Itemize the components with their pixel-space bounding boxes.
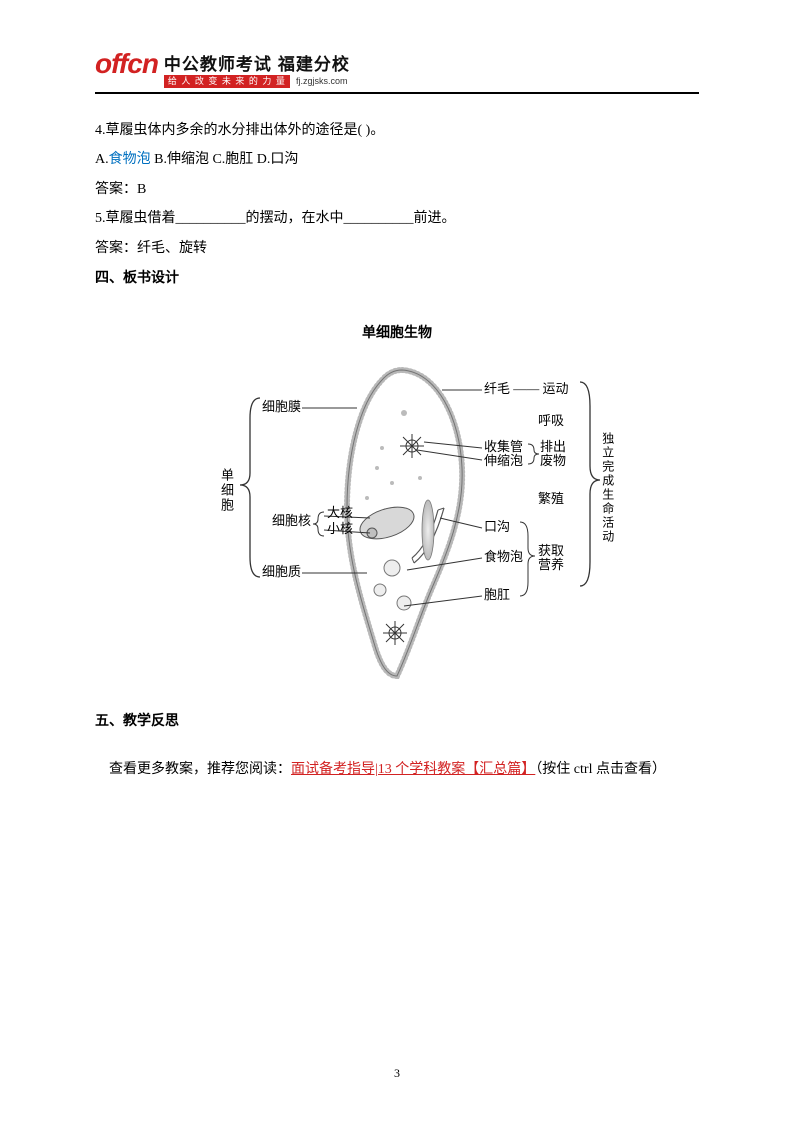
header-divider [95, 92, 699, 94]
question-5: 5.草履虫借着__________的摆动，在水中__________前进。 [95, 204, 699, 233]
footer-post: （按住 ctrl 点击查看） [535, 762, 666, 777]
footer-link[interactable]: 面试备考指导|13 个学科教案【汇总篇】 [291, 762, 535, 777]
opt-a-prefix: A. [95, 152, 109, 167]
label-oral: 口沟 [484, 520, 510, 535]
answer-5: 答案：纤毛、旋转 [95, 234, 699, 263]
label-independent: 独立完成生命活动 [600, 432, 614, 544]
diagram-title: 单细胞生物 [95, 318, 699, 347]
label-nutrition: 获取营养 [538, 544, 564, 573]
label-food-vac: 食物泡 [484, 550, 523, 565]
question-4: 4.草履虫体内多余的水分排出体外的途径是( )。 [95, 116, 699, 145]
answer-4: 答案：B [95, 175, 699, 204]
label-macronucleus: 大核 [327, 506, 353, 521]
footer-line: 查看更多教案，推荐您阅读：面试备考指导|13 个学科教案【汇总篇】（按住 ctr… [95, 755, 699, 784]
label-nucleus-prefix: 细胞核 [272, 514, 311, 529]
label-membrane: 细胞膜 [262, 400, 301, 415]
label-left-group: 单细胞 [218, 468, 233, 513]
logo-text: offcn [95, 48, 158, 80]
brand-tagline: 给 人 改 变 未 来 的 力 量 [164, 75, 290, 88]
label-cilia: 纤毛 —— 运动 [484, 382, 569, 397]
brand-title-row: 中公教师考试 福建分校 [164, 50, 350, 75]
document-body: 4.草履虫体内多余的水分排出体外的途径是( )。 A.食物泡 B.伸缩泡 C.胞… [95, 104, 699, 785]
brand-url: fj.zgjsks.com [296, 76, 348, 88]
label-breathe: 呼吸 [538, 414, 564, 429]
opt-a-link[interactable]: 食物泡 [109, 152, 151, 167]
label-cytoplasm: 细胞质 [262, 565, 301, 580]
label-micronucleus: 小核 [327, 522, 353, 537]
page-number: 3 [0, 1066, 794, 1081]
label-anus: 胞肛 [484, 588, 510, 603]
brand-sub: 福建分校 [278, 50, 350, 75]
cell-diagram: 单细胞 细胞膜 细胞核 大核 小核 细胞质 纤毛 —— 运动 呼吸 收集管 伸缩… [182, 358, 612, 688]
cell-svg [182, 358, 612, 688]
section-5-heading: 五、教学反思 [95, 706, 699, 735]
label-reproduce: 繁殖 [538, 492, 564, 507]
label-contractile: 伸缩泡 [484, 454, 523, 469]
section-4-heading: 四、板书设计 [95, 263, 699, 292]
brand-logo: offcn 中公教师考试 福建分校 给 人 改 变 未 来 的 力 量 fj.z… [95, 50, 699, 88]
label-waste: 排出废物 [540, 440, 566, 469]
question-4-options: A.食物泡 B.伸缩泡 C.胞肛 D.口沟 [95, 145, 699, 174]
footer-pre: 查看更多教案，推荐您阅读： [109, 762, 291, 777]
opts-rest: B.伸缩泡 C.胞肛 D.口沟 [151, 152, 299, 167]
page-header: offcn 中公教师考试 福建分校 给 人 改 变 未 来 的 力 量 fj.z… [95, 50, 699, 96]
brand-main: 中公教师考试 [164, 50, 272, 75]
brand-chinese: 中公教师考试 福建分校 给 人 改 变 未 来 的 力 量 fj.zgjsks.… [164, 50, 350, 88]
